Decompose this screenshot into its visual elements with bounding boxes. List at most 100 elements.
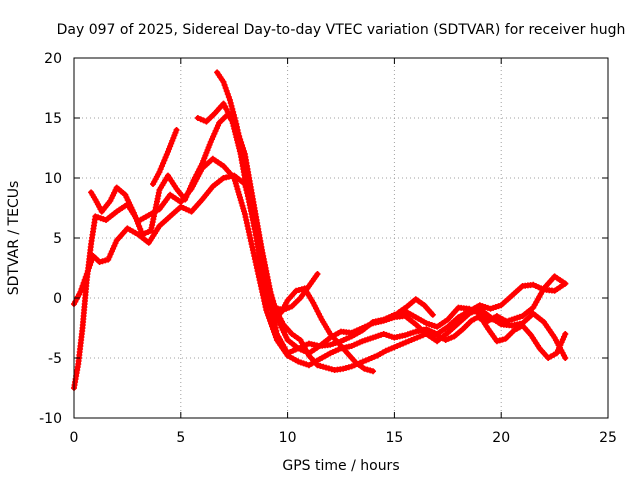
data-point [235,188,242,195]
data-point [365,356,372,363]
data-point [286,304,293,311]
data-point [496,337,503,344]
data-point [200,117,207,124]
data-point [428,330,435,337]
x-tick-label: 0 [70,430,79,446]
data-point [157,166,164,173]
data-point [422,331,429,337]
data-point [270,299,277,306]
data-point [232,177,239,184]
data-point [163,151,170,158]
data-point [411,335,418,342]
axis-ticks: 0 5 10 15 20 25 -10 -5 0 5 10 15 20 [39,51,617,446]
data-point [314,271,321,277]
data-point [345,364,352,371]
data-point [429,311,436,318]
y-tick-label: 10 [44,171,62,187]
data-point [237,197,244,204]
data-point [197,116,204,123]
series-track-4 [150,127,180,187]
data-point [499,336,506,343]
data-point [161,157,168,164]
data-point [236,191,243,198]
data-point [367,367,374,374]
data-point [414,334,421,341]
data-point [385,346,392,353]
data-point [239,202,246,209]
data-point [229,106,236,112]
data-point [238,199,245,206]
data-point [317,363,324,369]
data-point [228,103,235,109]
series-track-8 [395,296,436,318]
data-point [77,289,84,295]
data-point [431,331,438,338]
data-point [271,304,278,311]
data-point [394,343,401,349]
data-point [173,127,180,133]
y-tick-label: 5 [53,231,62,247]
data-point [280,307,287,313]
series-track-7 [271,271,321,313]
x-tick-label: 5 [176,430,185,446]
series-track-1 [71,172,569,357]
data-point [236,194,243,201]
data-point [194,115,201,121]
data-point [342,365,349,371]
data-point [399,340,406,347]
data-point [227,100,234,106]
data-point [225,94,232,100]
data-point [562,280,569,287]
data-point [364,366,371,373]
series-line [195,101,568,373]
data-point [320,363,327,370]
data-point [222,85,229,91]
data-point [274,310,281,317]
data-point [230,109,237,115]
chart-title: Day 097 of 2025, Sidereal Day-to-day VTE… [57,22,626,38]
data-point [271,311,278,318]
data-point [448,334,455,341]
x-tick-label: 15 [385,430,403,446]
y-tick-label: -5 [48,351,62,367]
data-point [445,335,452,342]
series-track-3 [88,111,569,361]
data-point [368,355,375,361]
data-point [493,338,500,345]
data-point [145,229,152,235]
data-point [99,258,106,265]
data-point [158,163,165,170]
y-tick-label: 15 [44,111,62,127]
y-tick-label: 0 [53,291,62,307]
data-point [405,338,412,345]
y-axis-title: SDTVAR / TECUs [6,181,22,296]
data-point [371,353,378,360]
x-tick-label: 10 [279,430,297,446]
data-point [274,305,281,312]
data-point [402,339,409,346]
y-tick-label: 20 [44,51,62,67]
data-point [223,88,230,94]
data-point [348,363,355,370]
data-point [96,259,103,265]
data-point [231,175,238,181]
y-tick-label: -10 [39,411,62,427]
series-layer [71,69,569,391]
data-point [391,344,398,351]
data-point [232,118,239,124]
data-point [156,169,163,175]
series-track-6 [214,69,377,375]
data-point [162,154,169,161]
data-point [425,329,432,336]
series-line [214,69,376,374]
x-tick-label: 25 [599,430,617,446]
data-point [269,296,276,303]
data-point [362,357,369,364]
data-point [231,115,238,121]
data-point [482,317,489,323]
data-point [408,337,415,343]
data-point [139,231,146,238]
data-point [397,341,404,348]
data-point [476,315,483,322]
